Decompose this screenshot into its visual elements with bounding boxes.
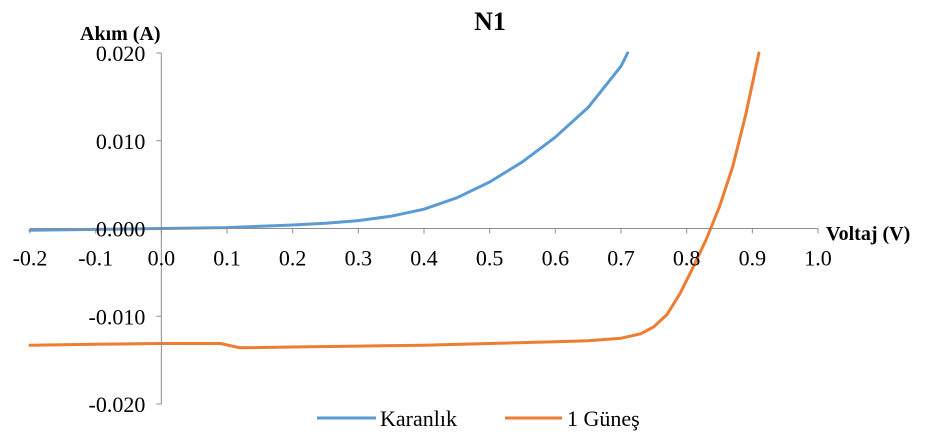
legend-label-karanlik: Karanlık (380, 406, 457, 431)
x-tick-label: 0.6 (542, 246, 570, 271)
y-tick-label: 0.000 (96, 217, 146, 242)
x-tick-label: 0.4 (410, 246, 438, 271)
x-axis-title: Voltaj (V) (826, 223, 910, 245)
chart-title: N1 (474, 7, 506, 36)
y-tick-label: -0.010 (89, 304, 146, 329)
x-tick-label: 0.3 (345, 246, 373, 271)
x-tick-label: 0.8 (673, 246, 701, 271)
y-axis-title: Akım (A) (80, 23, 161, 45)
y-tick-label: 0.020 (96, 41, 146, 66)
series-line-1 (28, 51, 761, 350)
x-tick-labels: -0.2 -0.1 0.0 0.1 0.2 0.3 0.4 0.5 0.6 0.7 0.8 0.9 1.… (13, 246, 832, 271)
x-tick-label: 1.0 (804, 246, 832, 271)
x-tick-label: 0.2 (279, 246, 307, 271)
legend: Karanlık 1 Güneş (317, 406, 640, 431)
x-tick-label: 0.9 (739, 246, 767, 271)
legend-label-1-gunes: 1 Güneş (567, 406, 640, 431)
x-tick-label: 0.0 (148, 246, 176, 271)
x-tick-label: 0.7 (607, 246, 635, 271)
y-tick-label: -0.020 (89, 392, 146, 417)
y-tick-label: 0.010 (96, 129, 146, 154)
x-tick-label: -0.1 (78, 246, 113, 271)
x-tick-label: 0.5 (476, 246, 504, 271)
x-tick-label: 0.1 (213, 246, 241, 271)
x-tick-label: -0.2 (13, 246, 48, 271)
y-tick-labels: 0.020 0.010 0.000 -0.010 -0.020 (89, 41, 146, 417)
axes (29, 52, 819, 405)
